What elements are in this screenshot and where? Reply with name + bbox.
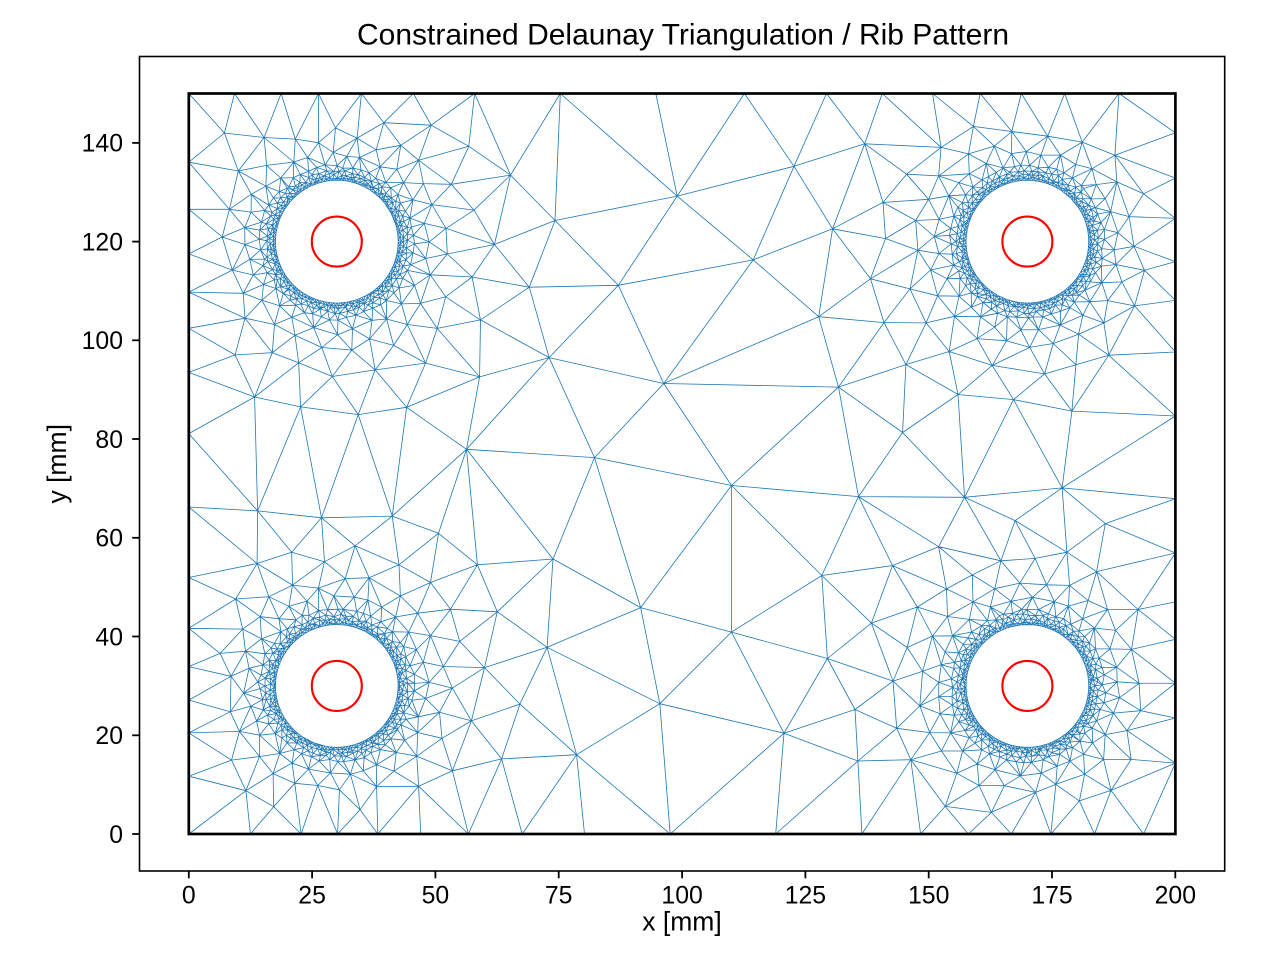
svg-text:200: 200 [1155, 883, 1196, 910]
svg-text:175: 175 [1031, 883, 1072, 910]
svg-text:y [mm]: y [mm] [42, 424, 72, 504]
svg-text:40: 40 [95, 624, 123, 651]
svg-text:100: 100 [82, 328, 123, 355]
svg-text:125: 125 [785, 883, 826, 910]
svg-text:20: 20 [95, 723, 123, 750]
svg-text:120: 120 [82, 229, 123, 256]
svg-text:Constrained Delaunay Triangula: Constrained Delaunay Triangulation / Rib… [357, 18, 1009, 51]
svg-text:60: 60 [95, 526, 123, 553]
svg-text:x [mm]: x [mm] [642, 907, 722, 937]
svg-text:75: 75 [545, 883, 573, 910]
svg-text:100: 100 [661, 883, 702, 910]
svg-text:25: 25 [298, 883, 326, 910]
svg-text:0: 0 [182, 883, 196, 910]
svg-text:140: 140 [82, 131, 123, 158]
svg-text:0: 0 [109, 822, 123, 849]
svg-text:50: 50 [422, 883, 450, 910]
svg-text:80: 80 [95, 427, 123, 454]
svg-text:150: 150 [908, 883, 949, 910]
